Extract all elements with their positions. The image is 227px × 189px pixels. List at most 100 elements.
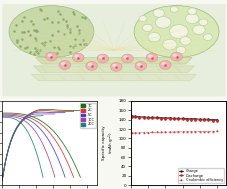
Discharge bbox=[215, 119, 217, 122]
Legend: Charge, Discharge, Coulombic efficiency: Charge, Discharge, Coulombic efficiency bbox=[178, 168, 223, 184]
Charge bbox=[197, 118, 200, 120]
Charge bbox=[137, 116, 140, 118]
Ellipse shape bbox=[202, 34, 211, 40]
Coulombic efficiency bbox=[185, 131, 187, 133]
Discharge bbox=[176, 118, 179, 120]
Ellipse shape bbox=[136, 63, 141, 66]
Discharge bbox=[163, 118, 166, 120]
Discharge bbox=[150, 117, 153, 119]
Coulombic efficiency bbox=[137, 132, 140, 134]
Polygon shape bbox=[33, 66, 194, 72]
Charge bbox=[206, 118, 209, 120]
Charge bbox=[163, 117, 166, 119]
Discharge bbox=[130, 116, 132, 118]
Coulombic efficiency bbox=[206, 130, 209, 133]
Ellipse shape bbox=[61, 62, 65, 65]
Coulombic efficiency bbox=[197, 130, 200, 133]
Coulombic efficiency bbox=[159, 131, 162, 134]
Ellipse shape bbox=[185, 14, 198, 24]
Ellipse shape bbox=[9, 6, 94, 58]
Charge bbox=[133, 115, 136, 118]
Ellipse shape bbox=[98, 56, 103, 59]
Ellipse shape bbox=[147, 55, 152, 58]
Charge bbox=[130, 115, 132, 117]
Ellipse shape bbox=[45, 52, 57, 61]
Coulombic efficiency bbox=[193, 130, 196, 133]
Discharge bbox=[172, 118, 175, 120]
Discharge bbox=[202, 119, 205, 121]
Charge bbox=[210, 119, 213, 121]
Coulombic efficiency bbox=[133, 132, 136, 134]
Ellipse shape bbox=[153, 9, 164, 17]
Ellipse shape bbox=[47, 54, 52, 57]
Coulombic efficiency bbox=[155, 131, 157, 134]
Discharge bbox=[137, 117, 140, 119]
Coulombic efficiency bbox=[146, 132, 149, 134]
Ellipse shape bbox=[172, 54, 177, 57]
Ellipse shape bbox=[74, 55, 79, 58]
Discharge bbox=[189, 119, 192, 121]
Line: Discharge: Discharge bbox=[130, 116, 217, 121]
Line: Charge: Charge bbox=[130, 115, 217, 120]
Charge bbox=[146, 116, 149, 119]
Charge bbox=[142, 116, 144, 118]
Ellipse shape bbox=[175, 46, 185, 54]
Discharge bbox=[155, 117, 157, 119]
Discharge bbox=[142, 117, 144, 119]
Y-axis label: Specific capacity
(mAh g$^{-1}$): Specific capacity (mAh g$^{-1}$) bbox=[101, 126, 117, 160]
Ellipse shape bbox=[169, 25, 187, 39]
Ellipse shape bbox=[192, 25, 204, 34]
Charge bbox=[193, 118, 196, 120]
Ellipse shape bbox=[59, 60, 70, 69]
Discharge bbox=[193, 119, 196, 121]
Charge bbox=[150, 116, 153, 119]
Charge bbox=[155, 116, 157, 119]
Ellipse shape bbox=[187, 8, 196, 15]
Discharge bbox=[185, 119, 187, 121]
Coulombic efficiency bbox=[150, 131, 153, 134]
Discharge bbox=[197, 119, 200, 121]
Charge bbox=[159, 117, 162, 119]
Coulombic efficiency bbox=[202, 130, 205, 133]
Charge bbox=[168, 117, 170, 119]
Ellipse shape bbox=[97, 54, 108, 63]
Ellipse shape bbox=[134, 61, 146, 70]
Ellipse shape bbox=[138, 16, 146, 22]
Charge bbox=[180, 117, 183, 119]
Ellipse shape bbox=[112, 64, 117, 67]
Discharge bbox=[180, 118, 183, 120]
Coulombic efficiency bbox=[163, 131, 166, 133]
Coulombic efficiency bbox=[168, 131, 170, 133]
Discharge bbox=[146, 117, 149, 119]
Ellipse shape bbox=[198, 19, 207, 26]
Ellipse shape bbox=[170, 6, 178, 12]
Charge bbox=[176, 117, 179, 119]
Coulombic efficiency bbox=[142, 132, 144, 134]
Ellipse shape bbox=[133, 6, 218, 58]
Ellipse shape bbox=[142, 24, 152, 32]
Ellipse shape bbox=[72, 53, 84, 62]
Discharge bbox=[133, 116, 136, 119]
Legend: 1C, 2C, 5C, 10C, 20C: 1C, 2C, 5C, 10C, 20C bbox=[80, 103, 95, 128]
Ellipse shape bbox=[146, 53, 157, 62]
Ellipse shape bbox=[110, 62, 121, 71]
Coulombic efficiency bbox=[210, 130, 213, 133]
Ellipse shape bbox=[170, 52, 182, 61]
Discharge bbox=[168, 118, 170, 120]
Coulombic efficiency bbox=[172, 131, 175, 133]
Ellipse shape bbox=[87, 63, 92, 66]
Charge bbox=[185, 118, 187, 120]
Ellipse shape bbox=[147, 33, 160, 42]
Coulombic efficiency bbox=[130, 132, 132, 134]
Polygon shape bbox=[36, 58, 191, 64]
Coulombic efficiency bbox=[180, 131, 183, 133]
Ellipse shape bbox=[86, 61, 97, 70]
Ellipse shape bbox=[162, 39, 176, 50]
Ellipse shape bbox=[121, 54, 133, 63]
Discharge bbox=[210, 119, 213, 122]
FancyBboxPatch shape bbox=[2, 4, 225, 97]
Ellipse shape bbox=[123, 56, 128, 59]
Charge bbox=[215, 119, 217, 121]
Discharge bbox=[206, 119, 209, 121]
Coulombic efficiency bbox=[215, 130, 217, 132]
